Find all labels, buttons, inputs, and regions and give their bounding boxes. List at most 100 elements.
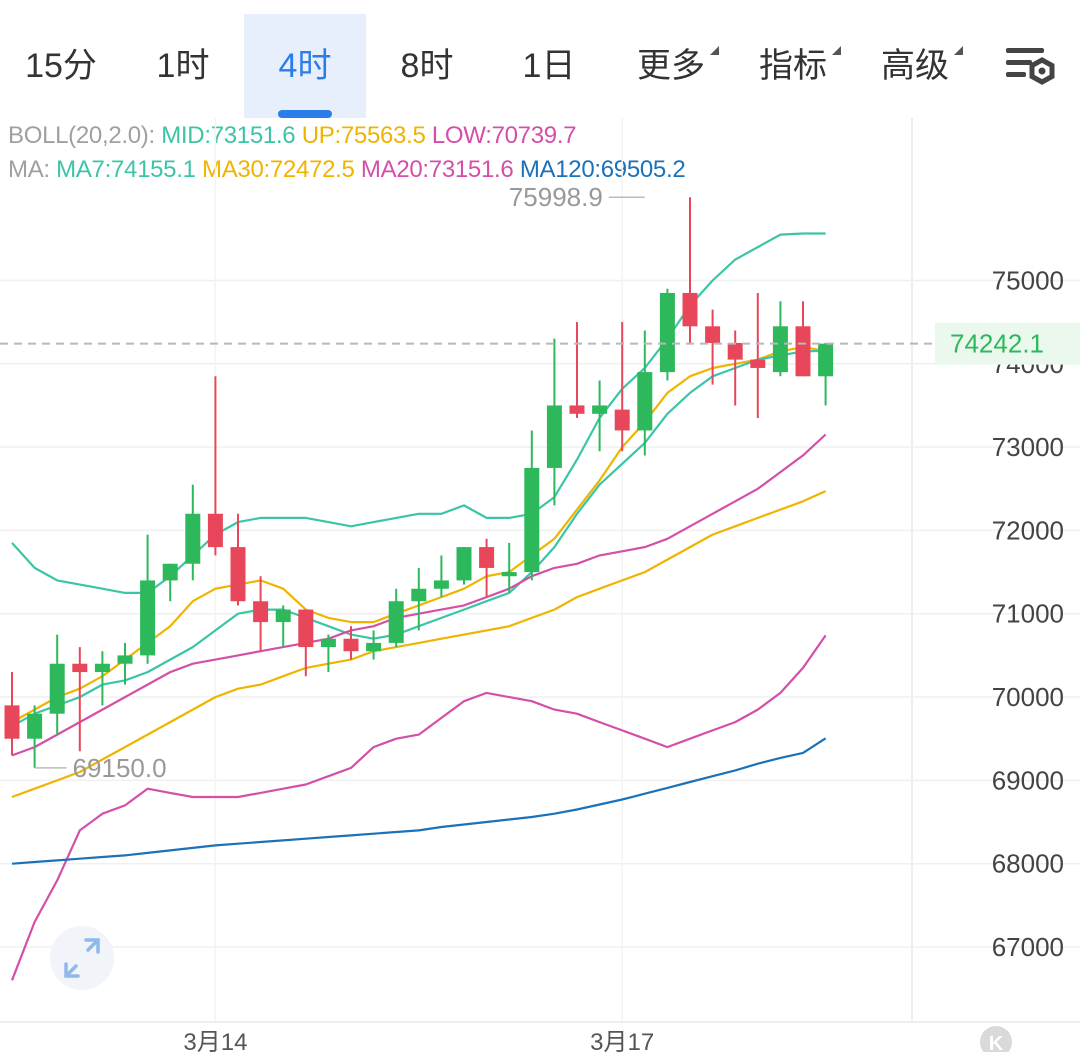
candle-body [524, 467, 540, 573]
boll-mid-value: MID:73151.6 [161, 122, 296, 149]
tab-5[interactable]: 1日 [488, 14, 610, 118]
candle [546, 338, 562, 506]
candle-body [253, 601, 269, 623]
tab-4[interactable]: 8时 [366, 14, 488, 118]
annotation-high-label: 75998.9 [509, 182, 603, 212]
active-tab-indicator [278, 110, 332, 118]
ma20-value: MA20:73151.6 [360, 156, 514, 183]
tab-label: 1时 [156, 47, 210, 85]
candle [298, 609, 314, 677]
tab-6[interactable]: 更多 [610, 14, 732, 118]
candle-body [185, 513, 201, 564]
candle [343, 626, 359, 660]
candle [253, 576, 269, 652]
candle-body [614, 409, 630, 431]
tab-7[interactable]: 指标 [732, 14, 854, 118]
tab-label: 更多 [637, 46, 719, 85]
candle [27, 705, 43, 768]
candle [592, 380, 608, 452]
expand-arrows-icon[interactable] [50, 926, 114, 990]
grid-lines [0, 118, 1080, 1022]
candle [4, 672, 20, 756]
series-line-ma120 [11, 737, 827, 865]
candle [727, 330, 743, 406]
dropdown-caret-icon [954, 46, 963, 55]
annotation-low-label: 69150.0 [73, 753, 167, 783]
candle [682, 197, 698, 343]
candle-body [411, 588, 427, 602]
candle-body [479, 547, 495, 568]
x-tick-label: 3月17 [590, 1029, 654, 1052]
y-tick-label: 75000 [992, 265, 1064, 295]
boll-up-value: UP:75563.5 [301, 122, 426, 149]
candle-body [27, 713, 43, 739]
candle [433, 555, 449, 598]
candle-body [795, 326, 811, 377]
candle-body [388, 601, 404, 643]
tab-label: 4时 [278, 47, 332, 85]
candle [185, 484, 201, 581]
tab-1[interactable]: 15分 [0, 14, 122, 118]
chart-settings-icon[interactable] [1000, 38, 1060, 98]
candle-body [433, 580, 449, 589]
candle [411, 567, 427, 631]
candle [207, 376, 223, 556]
chart-overlay: 67000 68000 69000 70000 71000 72000 73000 74000… [0, 182, 1080, 1052]
tab-8[interactable]: 高级 [854, 14, 976, 118]
candle [388, 588, 404, 648]
candle-body [456, 547, 472, 581]
candle [94, 651, 110, 706]
ma30-value: MA30:72472.5 [202, 156, 355, 183]
candle-body [4, 705, 20, 739]
candle-body [501, 572, 517, 577]
candle-body [320, 638, 336, 648]
candle-body [546, 405, 562, 468]
candle [637, 330, 653, 456]
candle-body [343, 638, 359, 652]
candle-body [94, 663, 110, 673]
candle-body [682, 292, 698, 327]
series-line-ma7 [11, 349, 826, 728]
candle [117, 642, 133, 685]
y-tick-label: 67000 [992, 932, 1064, 962]
tab-label: 指标 [759, 46, 841, 85]
y-tick-label: 71000 [992, 599, 1064, 629]
candle [818, 342, 834, 406]
tab-label: 15分 [25, 47, 97, 85]
candles [4, 197, 834, 768]
candle-body [230, 547, 246, 602]
candle [230, 513, 246, 606]
candle [705, 309, 721, 385]
logo-mark-icon [980, 1026, 1012, 1052]
y-tick-label: 74000 [992, 349, 1064, 379]
candle-body [750, 359, 766, 368]
series-line-up [11, 346, 826, 724]
boll-low-value: LOW:70739.7 [431, 122, 577, 149]
candle-body [659, 292, 675, 373]
dropdown-caret-icon [710, 46, 719, 55]
candle [501, 542, 517, 593]
y-tick-label: 68000 [992, 849, 1064, 879]
boll-legend-label: BOLL(20,2.0): [8, 122, 155, 149]
candle [772, 301, 788, 377]
candle [275, 605, 291, 648]
candle-body [366, 642, 382, 652]
candle-body [49, 663, 65, 714]
y-tick-label: 70000 [992, 682, 1064, 712]
candle [614, 322, 630, 452]
candle-body [207, 513, 223, 548]
series-line-low [10, 634, 827, 981]
candle [162, 563, 178, 602]
tab-2[interactable]: 1时 [122, 14, 244, 118]
candle-body [772, 326, 788, 373]
series-line-ma20 [11, 433, 827, 757]
tab-3[interactable]: 4时 [244, 14, 366, 118]
ma-legend: MA: MA7:74155.1 MA30:72472.5 MA20:73151.… [8, 156, 686, 184]
candle-body [72, 663, 88, 673]
timeframe-tabs: 15分 1时 4时 8时 1日 更多 指标 高级 [0, 0, 1080, 118]
tab-label: 8时 [400, 47, 454, 85]
ma-legend-label: MA: [8, 156, 50, 183]
y-tick-label: 69000 [992, 765, 1064, 795]
candle-body [117, 655, 133, 664]
candle [524, 430, 540, 581]
